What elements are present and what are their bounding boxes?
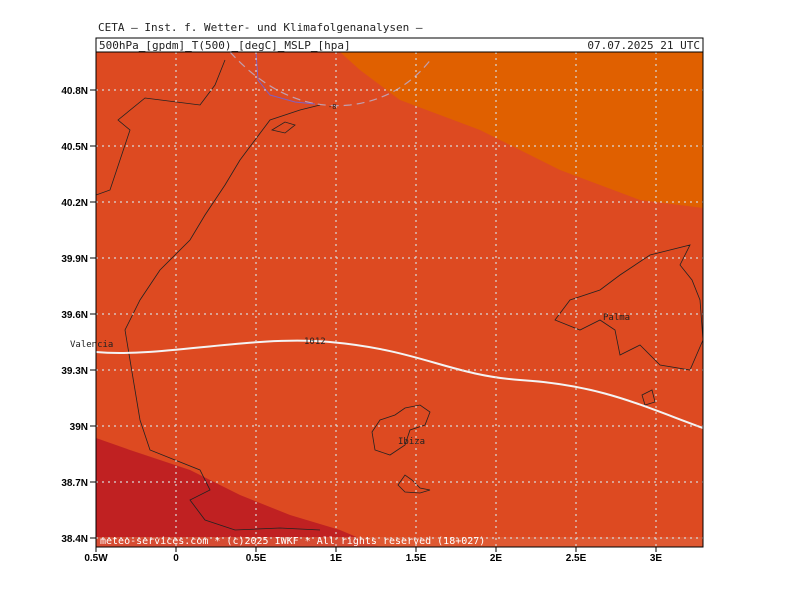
lon-label: 0.5W — [84, 553, 108, 564]
header-right: 07.07.2025 21 UTC — [587, 39, 700, 52]
map-area — [96, 52, 703, 547]
delta — [270, 121, 296, 134]
lon-label: 2.5E — [566, 553, 587, 564]
lon-label: 3E — [650, 553, 663, 564]
field-warm — [340, 52, 703, 208]
cabrera — [641, 389, 656, 406]
border — [255, 52, 316, 105]
lat-label: 40.8N — [61, 86, 88, 97]
lat-label: 40.2N — [61, 198, 88, 209]
lon-label: 2E — [490, 553, 503, 564]
lon-label: 0.5E — [246, 553, 267, 564]
lat-label: 38.4N — [61, 534, 88, 545]
lat-label: 38.7N — [61, 478, 88, 489]
lon-label: 1E — [330, 553, 343, 564]
isobar — [96, 339, 703, 429]
lon-label: 1.5E — [406, 553, 427, 564]
formentera — [397, 474, 431, 494]
header-left: 500hPa_[gpdm]_T(500)_[degC]_MSLP_[hpa] — [99, 39, 351, 52]
ibiza — [371, 404, 431, 456]
coastline — [96, 59, 321, 531]
place-label: Valencia — [70, 340, 113, 350]
isotherm — [229, 52, 433, 107]
footer: meteo-services.com * (c)2025 IWKF * All … — [100, 536, 485, 547]
lon-label: 0 — [173, 553, 179, 564]
lat-label: 39N — [70, 422, 88, 433]
contour-label: 1012 — [304, 337, 326, 347]
lat-label: 40.5N — [61, 142, 88, 153]
lat-label: 39.6N — [61, 310, 88, 321]
footer-band — [96, 537, 703, 547]
field-cold — [96, 438, 380, 547]
place-label: Ibiza — [398, 437, 425, 447]
map-frame — [95, 51, 704, 548]
lat-label: 39.3N — [61, 366, 88, 377]
place-label: Palma — [603, 313, 630, 323]
lat-label: 39.9N — [61, 254, 88, 265]
header-line: CETA — Inst. f. Wetter- und Klimafolgena… — [98, 21, 423, 34]
contour-label: -8 — [328, 103, 336, 111]
mallorca — [554, 244, 703, 371]
